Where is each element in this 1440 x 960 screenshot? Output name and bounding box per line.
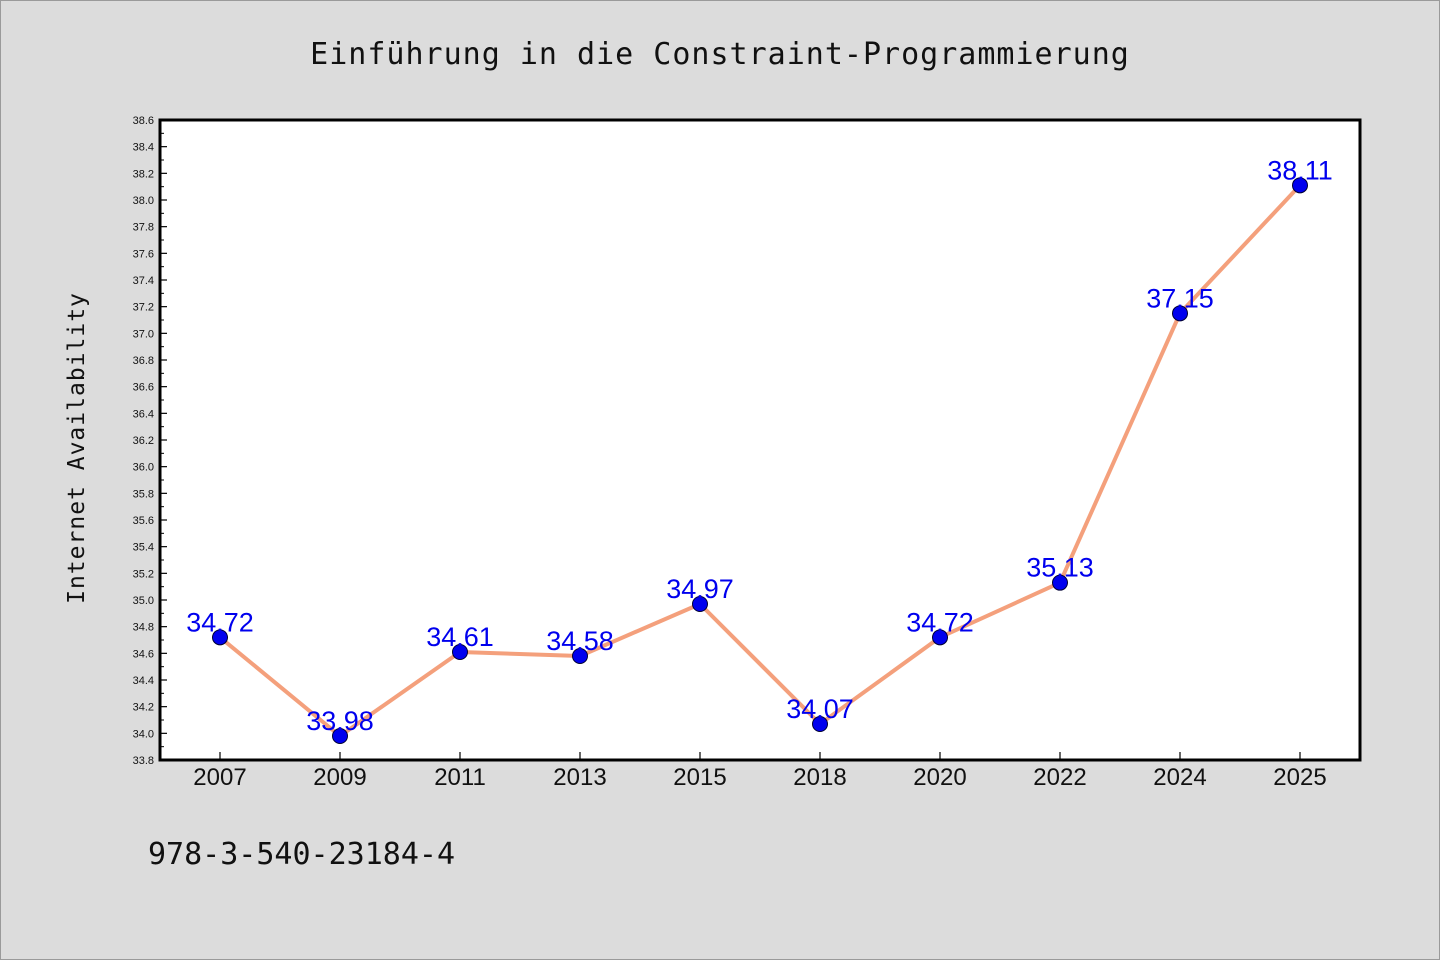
y-tick-label: 36.8 bbox=[133, 355, 154, 367]
chart-title: Einführung in die Constraint-Programmier… bbox=[310, 37, 1130, 72]
data-point bbox=[812, 716, 828, 732]
y-tick-label: 37.2 bbox=[133, 302, 154, 314]
y-tick-label: 35.6 bbox=[133, 515, 154, 527]
x-tick-label: 2022 bbox=[1033, 764, 1086, 791]
y-tick-label: 36.4 bbox=[133, 408, 154, 420]
y-tick-label: 37.6 bbox=[133, 248, 154, 260]
y-axis-label: Internet Availability bbox=[64, 292, 90, 604]
data-label: 34.61 bbox=[426, 622, 494, 652]
data-label: 37.15 bbox=[1146, 283, 1214, 313]
y-tick-label: 36.0 bbox=[133, 462, 154, 474]
y-tick-label: 34.8 bbox=[133, 622, 154, 634]
y-tick-label: 34.0 bbox=[133, 728, 154, 740]
y-tick-label: 38.6 bbox=[133, 115, 154, 127]
x-tick-label: 2013 bbox=[553, 764, 606, 791]
x-tick-label: 2020 bbox=[913, 764, 966, 791]
data-point bbox=[1052, 574, 1068, 591]
series-layer bbox=[212, 177, 1308, 744]
data-point bbox=[1172, 305, 1188, 322]
y-tick-label: 35.2 bbox=[133, 568, 154, 580]
y-axis: 33.8 34.0 34.2 34.4 34.6 34.8 35.0 35.2 35.4 35.6… bbox=[133, 115, 167, 767]
data-labels: 34.72 33.98 34.61 34.58 34.97 34.07 34.72 35.13… bbox=[186, 155, 1333, 736]
y-tick-label: 37.8 bbox=[133, 222, 154, 234]
y-tick-label: 38.2 bbox=[133, 168, 154, 180]
series-line bbox=[218, 183, 1302, 738]
data-point bbox=[332, 728, 348, 744]
data-label: 35.13 bbox=[1026, 553, 1094, 583]
plot-area bbox=[158, 118, 1362, 762]
data-point bbox=[572, 648, 588, 664]
x-tick-label: 2011 bbox=[434, 764, 486, 791]
y-tick-label: 34.6 bbox=[133, 648, 154, 660]
data-point bbox=[212, 629, 228, 646]
y-tick-label: 33.8 bbox=[133, 755, 154, 767]
data-point bbox=[1292, 177, 1308, 194]
y-tick-label: 37.0 bbox=[133, 328, 154, 340]
y-tick-label: 38.4 bbox=[133, 142, 154, 154]
x-tick-label: 2009 bbox=[313, 764, 366, 791]
isbn-footer: 978-3-540-23184-4 bbox=[148, 837, 455, 872]
x-tick-label: 2015 bbox=[673, 764, 726, 791]
data-point bbox=[692, 596, 708, 612]
data-point bbox=[932, 629, 948, 646]
y-tick-label: 35.0 bbox=[133, 595, 154, 607]
data-label: 33.98 bbox=[306, 706, 374, 736]
data-point bbox=[452, 644, 468, 660]
y-tick-label: 36.6 bbox=[133, 382, 154, 394]
data-label: 34.07 bbox=[786, 694, 854, 724]
y-tick-label: 37.4 bbox=[133, 275, 154, 287]
data-label: 34.72 bbox=[906, 607, 974, 637]
x-tick-label: 2007 bbox=[193, 764, 246, 791]
y-tick-label: 36.2 bbox=[133, 435, 154, 447]
data-label: 34.97 bbox=[666, 574, 734, 604]
x-axis: 2007 2009 2011 2013 2015 2018 2020 2022 2024 2025 bbox=[193, 752, 1327, 791]
y-tick-label: 34.4 bbox=[133, 675, 154, 687]
x-tick-label: 2018 bbox=[793, 764, 846, 791]
y-tick-label: 35.8 bbox=[133, 488, 154, 500]
x-tick-label: 2025 bbox=[1273, 764, 1326, 791]
y-tick-label: 35.4 bbox=[133, 542, 154, 554]
y-tick-label: 34.2 bbox=[133, 702, 154, 714]
y-tick-label: 38.0 bbox=[133, 195, 154, 207]
data-label: 34.72 bbox=[186, 607, 254, 637]
data-label: 38.11 bbox=[1267, 155, 1333, 185]
data-label: 34.58 bbox=[546, 626, 614, 656]
x-tick-label: 2024 bbox=[1153, 764, 1206, 791]
